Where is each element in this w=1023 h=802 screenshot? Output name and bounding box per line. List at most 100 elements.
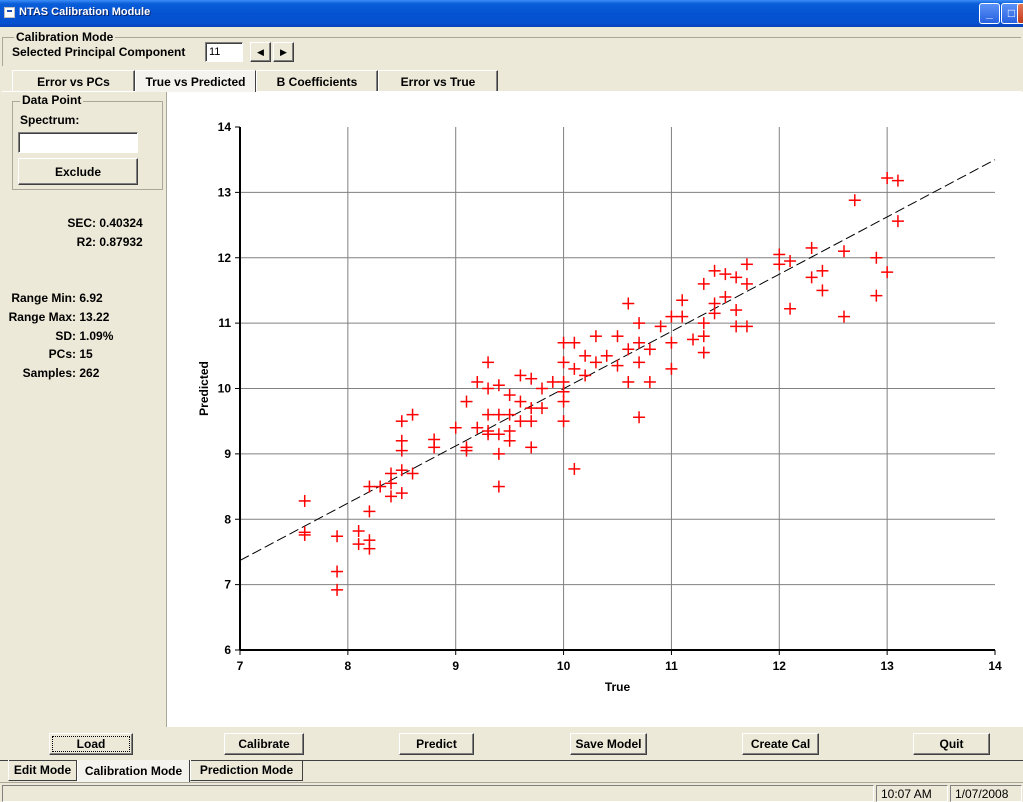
data-point[interactable] [719, 290, 732, 303]
data-point[interactable] [482, 356, 495, 369]
data-point[interactable] [536, 382, 548, 395]
data-point[interactable] [503, 408, 516, 421]
data-point[interactable] [514, 415, 527, 428]
data-point[interactable] [676, 294, 689, 307]
tab-prediction-mode[interactable]: Prediction Mode [190, 760, 303, 781]
data-point[interactable] [633, 411, 646, 424]
data-point[interactable] [536, 402, 548, 415]
data-point[interactable] [385, 477, 397, 490]
data-point[interactable] [503, 389, 516, 402]
data-point[interactable] [633, 356, 646, 369]
data-point[interactable] [589, 330, 602, 343]
data-point[interactable] [471, 375, 484, 388]
data-point[interactable] [395, 415, 408, 428]
data-point[interactable] [568, 462, 581, 475]
data-point[interactable] [600, 349, 613, 362]
data-point[interactable] [331, 530, 344, 543]
data-point[interactable] [395, 444, 408, 457]
tab-calibration-mode[interactable]: Calibration Mode [77, 760, 190, 783]
data-point[interactable] [460, 444, 473, 457]
data-point[interactable] [514, 369, 527, 382]
data-point[interactable] [611, 330, 624, 343]
data-point[interactable] [730, 271, 743, 284]
data-point[interactable] [557, 395, 570, 408]
data-point[interactable] [492, 447, 505, 460]
data-point[interactable] [589, 356, 602, 369]
data-point[interactable] [730, 320, 743, 333]
pc-number-field[interactable]: 11 [205, 42, 243, 62]
data-point[interactable] [891, 174, 904, 187]
quit-button[interactable]: Quit [913, 733, 990, 755]
data-point[interactable] [838, 310, 850, 323]
data-point[interactable] [622, 375, 635, 388]
data-point[interactable] [352, 538, 365, 551]
data-point[interactable] [740, 320, 753, 333]
calibrate-button[interactable]: Calibrate [224, 733, 304, 755]
data-point[interactable] [881, 266, 894, 279]
close-button[interactable] [1017, 3, 1023, 24]
data-point[interactable] [676, 310, 689, 323]
load-button[interactable]: Load [49, 733, 133, 755]
data-point[interactable] [633, 336, 646, 349]
prev-pc-button[interactable]: ◀ [250, 42, 271, 62]
data-point[interactable] [514, 395, 527, 408]
data-point[interactable] [848, 194, 861, 207]
data-point[interactable] [805, 271, 818, 284]
data-point[interactable] [525, 441, 538, 454]
data-point[interactable] [503, 434, 516, 447]
data-point[interactable] [557, 356, 570, 369]
data-point[interactable] [708, 307, 721, 320]
predict-button[interactable]: Predict [399, 733, 474, 755]
data-point[interactable] [557, 336, 570, 349]
data-point[interactable] [784, 302, 797, 315]
data-point[interactable] [881, 171, 894, 184]
data-point[interactable] [492, 428, 505, 441]
data-point[interactable] [697, 277, 710, 290]
data-point[interactable] [697, 330, 710, 343]
data-point[interactable] [816, 264, 829, 277]
data-point[interactable] [331, 565, 344, 578]
data-point[interactable] [363, 505, 376, 518]
data-point[interactable] [665, 362, 678, 375]
data-point[interactable] [643, 375, 656, 388]
data-point[interactable] [611, 359, 624, 372]
data-point[interactable] [579, 349, 592, 362]
tab-true-vs-predicted[interactable]: True vs Predicted [135, 70, 256, 92]
data-point[interactable] [654, 320, 667, 333]
data-point[interactable] [363, 480, 376, 493]
data-point[interactable] [482, 382, 495, 395]
data-point[interactable] [546, 375, 559, 388]
data-point[interactable] [471, 421, 484, 434]
data-point[interactable] [492, 408, 505, 421]
data-point[interactable] [870, 251, 883, 264]
spectrum-field[interactable] [18, 132, 138, 153]
data-point[interactable] [740, 277, 753, 290]
data-point[interactable] [525, 402, 538, 415]
data-point[interactable] [449, 421, 462, 434]
save-model-button[interactable]: Save Model [570, 733, 647, 755]
data-point[interactable] [525, 372, 538, 385]
data-point[interactable] [838, 245, 850, 258]
data-point[interactable] [525, 415, 538, 428]
data-point[interactable] [697, 317, 710, 330]
data-point[interactable] [805, 241, 818, 254]
data-point[interactable] [708, 264, 721, 277]
data-point[interactable] [482, 428, 495, 441]
data-point[interactable] [622, 297, 635, 310]
data-point[interactable] [816, 284, 829, 297]
data-point[interactable] [579, 369, 592, 382]
data-point[interactable] [665, 310, 678, 323]
data-point[interactable] [395, 464, 408, 477]
create-cal-button[interactable]: Create Cal [742, 733, 819, 755]
data-point[interactable] [406, 408, 419, 421]
data-point[interactable] [687, 333, 699, 346]
data-point[interactable] [395, 487, 408, 500]
data-point[interactable] [568, 336, 581, 349]
data-point[interactable] [870, 289, 883, 302]
next-pc-button[interactable]: ▶ [273, 42, 294, 62]
data-point[interactable] [784, 255, 797, 268]
data-point[interactable] [406, 467, 419, 480]
data-point[interactable] [568, 362, 581, 375]
tab-error-vs-true[interactable]: Error vs True [378, 70, 498, 92]
